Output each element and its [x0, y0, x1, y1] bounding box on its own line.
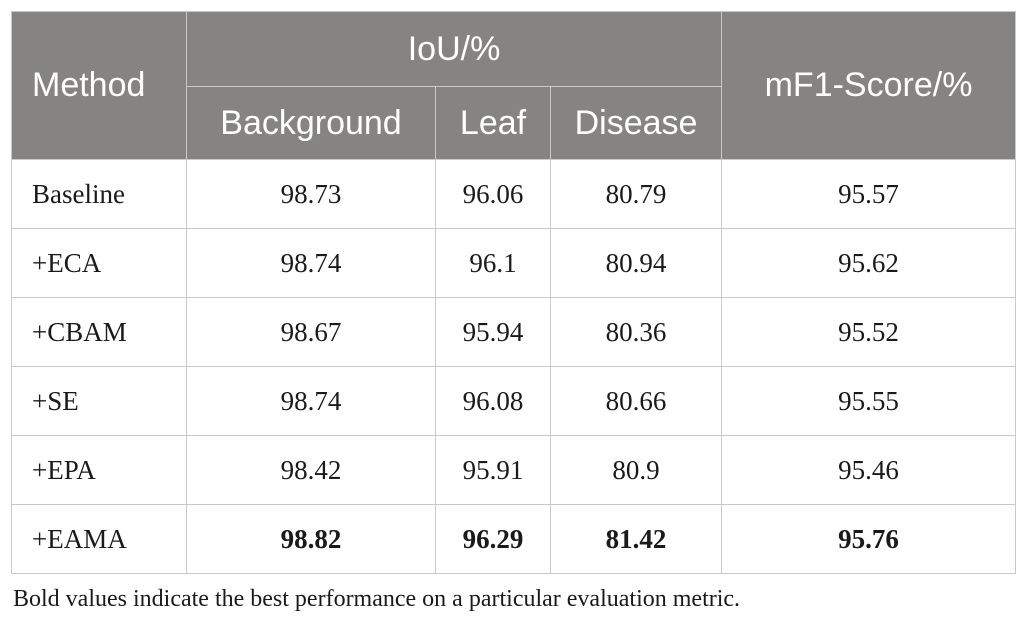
background-iou-cell: 98.67: [186, 297, 436, 367]
method-cell: +CBAM: [11, 297, 187, 367]
mf1-cell: 95.76: [721, 504, 1017, 574]
iou-group-header: IoU/%: [185, 11, 723, 87]
mf1-cell: 95.55: [721, 366, 1017, 436]
leaf-iou-cell: 96.1: [435, 228, 551, 298]
mf1-cell: 95.57: [721, 159, 1017, 229]
method-cell: +EAMA: [11, 504, 187, 574]
table-header: Method IoU/% mF1-Score/% Background Leaf…: [11, 11, 1017, 160]
leaf-iou-cell: 95.94: [435, 297, 551, 367]
results-table: Method IoU/% mF1-Score/% Background Leaf…: [11, 11, 1017, 574]
table-row: +ECA 98.74 96.1 80.94 95.62: [11, 228, 1017, 298]
background-header: Background: [186, 86, 436, 160]
method-cell: +SE: [11, 366, 187, 436]
background-iou-cell: 98.74: [186, 228, 436, 298]
table-row: Baseline 98.73 96.06 80.79 95.57: [11, 159, 1017, 229]
table-row: +CBAM 98.67 95.94 80.36 95.52: [11, 297, 1017, 367]
disease-iou-cell: 80.79: [549, 159, 723, 229]
leaf-iou-cell: 96.06: [435, 159, 551, 229]
method-cell: +EPA: [11, 435, 187, 505]
method-cell: +ECA: [11, 228, 187, 298]
disease-iou-cell: 81.42: [549, 504, 723, 574]
disease-iou-cell: 80.66: [549, 366, 723, 436]
table-row: +SE 98.74 96.08 80.66 95.55: [11, 366, 1017, 436]
leaf-header: Leaf: [435, 86, 551, 160]
leaf-iou-cell: 96.08: [435, 366, 551, 436]
background-iou-cell: 98.82: [186, 504, 436, 574]
table-body: Baseline 98.73 96.06 80.79 95.57 +ECA 98…: [11, 159, 1017, 574]
disease-header: Disease: [549, 86, 723, 160]
leaf-iou-cell: 95.91: [435, 435, 551, 505]
method-header: Method: [11, 11, 187, 160]
disease-iou-cell: 80.94: [549, 228, 723, 298]
disease-iou-cell: 80.9: [549, 435, 723, 505]
mf1-cell: 95.46: [721, 435, 1017, 505]
background-iou-cell: 98.74: [186, 366, 436, 436]
method-cell: Baseline: [11, 159, 187, 229]
mf1-cell: 95.52: [721, 297, 1017, 367]
disease-iou-cell: 80.36: [549, 297, 723, 367]
mf1-header: mF1-Score/%: [721, 11, 1017, 160]
background-iou-cell: 98.42: [186, 435, 436, 505]
background-iou-cell: 98.73: [186, 159, 436, 229]
table-footnote: Bold values indicate the best performanc…: [13, 586, 741, 612]
table-row-best: +EAMA 98.82 96.29 81.42 95.76: [11, 504, 1017, 574]
mf1-cell: 95.62: [721, 228, 1017, 298]
leaf-iou-cell: 96.29: [435, 504, 551, 574]
table-row: +EPA 98.42 95.91 80.9 95.46: [11, 435, 1017, 505]
